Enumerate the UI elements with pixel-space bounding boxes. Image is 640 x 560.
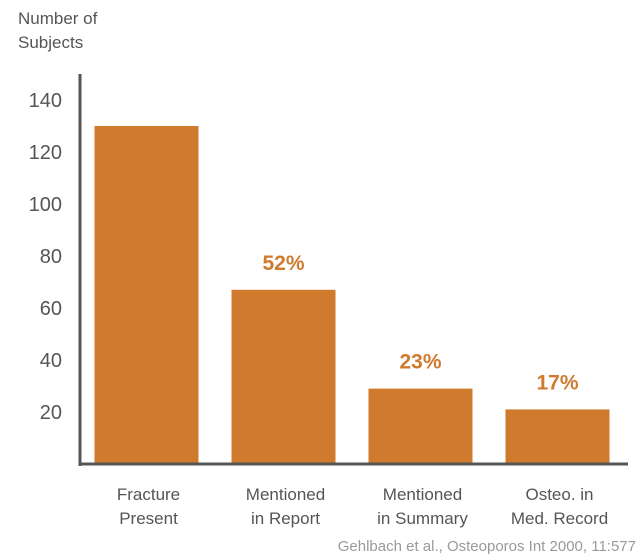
bar xyxy=(94,126,199,464)
y-tick-label: 100 xyxy=(29,194,62,216)
category-labels: Fracture Present Mentioned in Report Mention… xyxy=(117,485,608,528)
y-tick-label: 120 xyxy=(29,142,62,164)
y-tick-label: 20 xyxy=(40,402,62,424)
category-label: in Report xyxy=(251,509,320,528)
bar-data-label: 17% xyxy=(536,371,578,394)
bar-data-label: 52% xyxy=(262,252,304,275)
bar xyxy=(368,388,473,464)
category-label: in Summary xyxy=(377,509,468,528)
bars xyxy=(94,126,610,464)
y-axis-title-line-1: Number of xyxy=(18,9,98,28)
y-axis-title: Number of Subjects xyxy=(18,9,98,52)
category-label: Med. Record xyxy=(511,509,608,528)
data-labels: 52% 23% 17% xyxy=(262,252,578,395)
bar xyxy=(231,289,336,464)
category-label: Osteo. in xyxy=(525,485,593,504)
y-tick-label: 60 xyxy=(40,298,62,320)
y-axis-ticks: 20 40 60 80 100 120 140 xyxy=(29,90,62,424)
source-citation: Gehlbach et al., Osteoporos Int 2000, 11… xyxy=(338,538,636,555)
category-label: Fracture xyxy=(117,485,180,504)
y-axis-title-line-2: Subjects xyxy=(18,33,83,52)
category-label: Present xyxy=(119,509,178,528)
y-tick-label: 80 xyxy=(40,246,62,268)
bar-data-label: 23% xyxy=(399,351,441,374)
category-label: Mentioned xyxy=(383,485,462,504)
y-tick-label: 40 xyxy=(40,350,62,372)
category-label: Mentioned xyxy=(246,485,325,504)
y-tick-label: 140 xyxy=(29,90,62,112)
bar xyxy=(505,409,610,464)
